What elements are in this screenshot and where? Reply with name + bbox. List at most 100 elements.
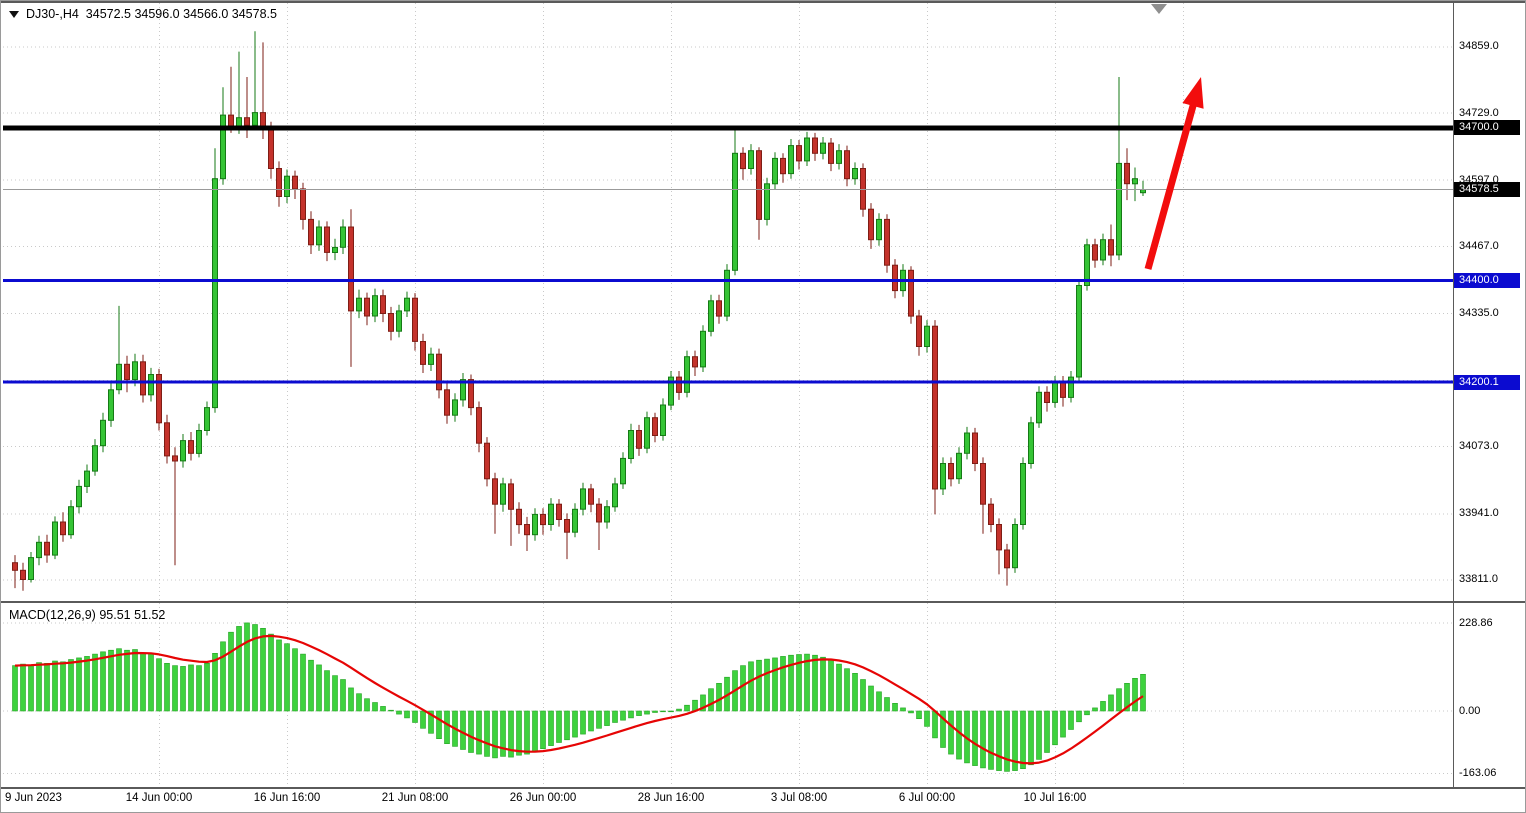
candle [892, 259, 898, 299]
price-badge-34700.0: 34700.0 [1454, 120, 1520, 135]
macd-bar [932, 710, 938, 739]
candle [1100, 233, 1106, 266]
price-axis-label: 34073.0 [1459, 440, 1499, 452]
candle [1132, 167, 1138, 202]
candle [1060, 376, 1066, 407]
candle [148, 367, 154, 402]
candle [1140, 180, 1146, 196]
macd-histogram[interactable] [12, 622, 1146, 772]
macd-bar [1140, 673, 1146, 712]
macd-axis-label: -163.06 [1459, 767, 1497, 779]
candle [308, 211, 314, 254]
hline-34200.1[interactable] [3, 380, 1453, 384]
candle [948, 457, 954, 487]
macd-bar [1020, 710, 1026, 770]
candle [748, 144, 754, 175]
candle [1124, 148, 1130, 201]
candle [604, 500, 610, 529]
candle [36, 535, 42, 566]
gridlines [3, 3, 1453, 787]
hline-34700.0[interactable] [3, 125, 1453, 131]
candle [236, 51, 242, 134]
macd-values: 95.51 51.52 [99, 608, 166, 622]
candle [404, 291, 410, 317]
macd-bar [380, 706, 386, 712]
candle [1044, 386, 1050, 412]
candle [420, 333, 426, 373]
macd-bar [636, 710, 642, 716]
macd-bar [20, 663, 26, 712]
macd-bar [12, 665, 18, 712]
macd-bar [548, 710, 554, 746]
hline-34400.0[interactable] [3, 278, 1453, 282]
macd-bar [844, 668, 850, 712]
candle [556, 499, 562, 527]
candle [964, 426, 970, 460]
candle [196, 423, 202, 458]
macd-bar [340, 679, 346, 712]
macd-bar [244, 622, 250, 712]
candlesticks[interactable] [12, 31, 1146, 591]
macd-bar [28, 664, 34, 712]
candle [652, 412, 658, 443]
candle [324, 221, 330, 262]
macd-bar [996, 710, 1002, 771]
macd-bar [668, 710, 674, 713]
macd-bar [612, 710, 618, 723]
candle [60, 512, 66, 542]
macd-bar [268, 633, 274, 712]
macd-bar [708, 688, 714, 712]
macd-bar [1044, 710, 1050, 753]
macd-bar [508, 710, 514, 758]
price-axis-label: 34859.0 [1459, 40, 1499, 52]
macd-bar [684, 704, 690, 712]
panel-borders [1, 1, 1525, 789]
trend-arrow[interactable] [1144, 77, 1204, 270]
macd-bar [124, 649, 130, 712]
macd-bar [196, 665, 202, 712]
candle [228, 66, 234, 133]
candle [548, 498, 554, 531]
candle [796, 140, 802, 170]
candle [756, 147, 762, 240]
level-lines [3, 125, 1453, 384]
candle [460, 373, 466, 407]
candle [484, 437, 490, 487]
price-axis-label: 33941.0 [1459, 507, 1499, 519]
macd-bar [164, 662, 170, 712]
chart-symbol-timeframe: DJ30-,H4 [26, 7, 79, 21]
macd-bar [740, 665, 746, 712]
macd-bar [564, 710, 570, 741]
price-axis-label: 33811.0 [1459, 573, 1498, 585]
candle [516, 502, 522, 534]
macd-bar [1004, 710, 1010, 772]
candle [116, 305, 122, 395]
price-badge-34200.1: 34200.1 [1454, 375, 1520, 390]
macd-bar [372, 702, 378, 712]
candle [364, 292, 370, 326]
macd-indicator-label: MACD(12,26,9) 95.51 51.52 [9, 608, 165, 622]
macd-bar [140, 652, 146, 712]
candle [692, 350, 698, 376]
chart-shift-marker-icon[interactable] [1151, 4, 1167, 14]
candle [932, 320, 938, 515]
candle [788, 139, 794, 179]
macd-bar [332, 675, 338, 712]
candle [332, 238, 338, 261]
candle [940, 457, 946, 495]
macd-bar [460, 710, 466, 750]
candle [988, 498, 994, 533]
candle [372, 288, 378, 323]
macd-bar [924, 710, 930, 727]
candle [380, 289, 386, 323]
macd-bar [596, 710, 602, 729]
candle [260, 42, 266, 139]
macd-bar [972, 710, 978, 766]
macd-axis-label: 228.86 [1459, 617, 1493, 629]
macd-bar [52, 660, 58, 712]
macd-bar [36, 662, 42, 712]
macd-bar [988, 710, 994, 770]
macd-bar [436, 710, 442, 740]
candle [348, 209, 354, 367]
